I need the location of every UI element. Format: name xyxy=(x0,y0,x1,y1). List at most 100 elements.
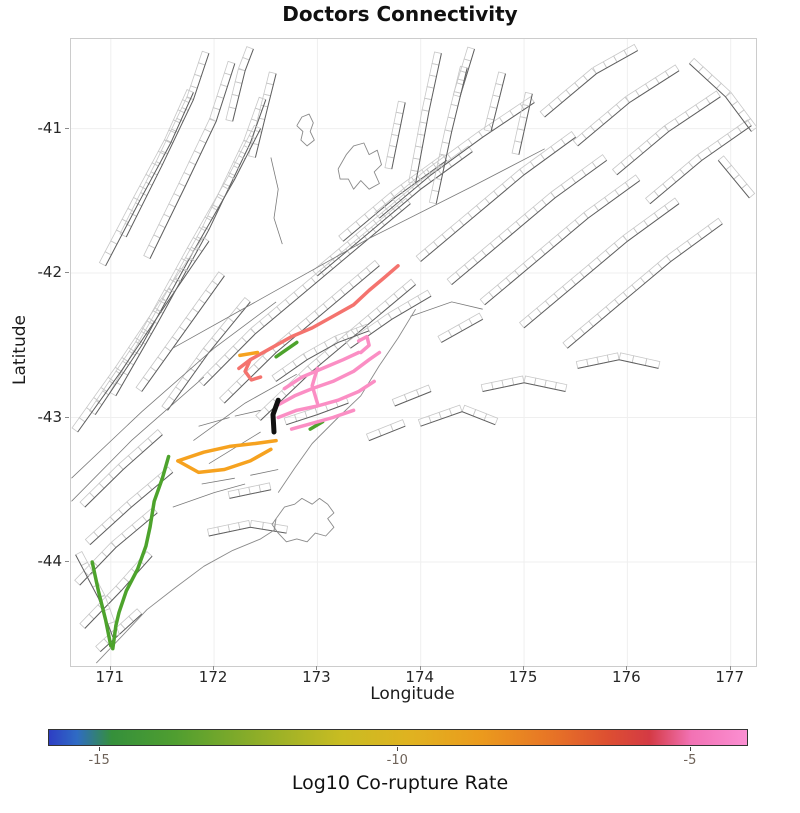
fault-trace-gray xyxy=(232,48,254,122)
fault-trace-gray xyxy=(342,159,447,242)
colorbar-tick-label: -5 xyxy=(683,753,697,768)
y-tick-label: -43 xyxy=(37,407,63,426)
x-tick-label: 176 xyxy=(612,668,641,686)
fault-trace-gray xyxy=(125,53,210,238)
colorbar-tick-mark xyxy=(397,747,399,751)
fault-trace-gray xyxy=(203,203,411,387)
fault-trace-gray xyxy=(649,125,752,205)
fault-trace-gray xyxy=(689,63,752,132)
map-plot-area xyxy=(70,38,757,667)
fault-trace-gray xyxy=(275,330,370,382)
fault-line-thin xyxy=(208,431,261,465)
fault-line-thin xyxy=(234,409,261,417)
fault-trace-gray xyxy=(286,402,349,426)
x-tick-mark xyxy=(109,666,111,670)
x-tick-mark xyxy=(419,666,421,670)
fault-trace-gray xyxy=(84,434,163,508)
colorbar-tick-label: -10 xyxy=(386,753,408,768)
fault-line-thin xyxy=(198,417,230,427)
colorbar-tick-label: -15 xyxy=(88,753,110,768)
x-tick-mark xyxy=(626,666,628,670)
source-fault-black xyxy=(270,397,281,435)
fault-trace-gray xyxy=(77,241,210,433)
fault-trace-gray xyxy=(420,136,576,262)
fault-trace-gray xyxy=(391,102,406,170)
fault-trace-gray xyxy=(616,96,721,176)
fault-line-thin xyxy=(193,373,297,441)
corupture-trace-pink-3 xyxy=(282,350,361,391)
fault-line-thin xyxy=(410,301,483,317)
fault-trace-gray xyxy=(544,50,638,118)
fault-trace-gray xyxy=(420,411,496,427)
fault-trace-gray xyxy=(317,151,473,277)
corupture-trace-orange-upper xyxy=(176,438,278,463)
fault-trace-gray xyxy=(435,67,468,204)
colorbar-label: Log10 Co-rupture Rate xyxy=(291,772,509,794)
corupture-trace-orange-stub xyxy=(238,350,260,358)
y-axis-label: Latitude xyxy=(10,315,30,385)
fault-trace-gray xyxy=(229,489,272,499)
corupture-trace-pink-curl xyxy=(356,334,371,355)
fault-trace-gray xyxy=(254,73,277,158)
x-tick-label: 175 xyxy=(508,668,538,686)
corupture-trace-salmon-main xyxy=(237,264,400,371)
x-tick-label: 174 xyxy=(405,668,435,686)
coastline xyxy=(95,518,277,664)
fault-trace-gray xyxy=(115,99,267,397)
x-tick-mark xyxy=(729,666,731,670)
y-tick-mark xyxy=(65,560,69,562)
fault-map-canvas xyxy=(71,39,756,666)
coastline xyxy=(271,497,335,543)
fault-trace-gray xyxy=(368,425,406,442)
fault-line-thin xyxy=(71,376,205,502)
fault-trace-gray xyxy=(577,359,659,369)
coastline xyxy=(337,142,382,190)
fault-line-thin xyxy=(250,469,279,476)
fault-trace-gray xyxy=(577,70,680,147)
fault-trace-gray xyxy=(394,391,432,407)
x-tick-mark xyxy=(213,666,215,670)
fault-trace-gray xyxy=(490,73,506,132)
fault-line-thin xyxy=(172,483,246,508)
x-tick-label: 177 xyxy=(715,668,744,686)
fault-trace-gray xyxy=(482,382,566,392)
fault-trace-gray xyxy=(567,223,723,349)
x-tick-mark xyxy=(316,666,318,670)
corupture-trace-green-short xyxy=(274,340,299,359)
y-tick-label: -42 xyxy=(37,263,63,282)
fault-trace-gray xyxy=(167,301,251,411)
x-tick-label: 173 xyxy=(302,668,331,686)
fault-trace-gray xyxy=(105,92,194,267)
corupture-trace-pink-4 xyxy=(289,408,356,431)
corupture-trace-pink-2 xyxy=(276,379,376,420)
fault-trace-gray xyxy=(100,613,143,652)
corupture-trace-green-tiny xyxy=(308,420,325,431)
y-tick-mark xyxy=(65,416,69,418)
corupture-trace-pink-connector xyxy=(310,366,320,405)
fault-trace-gray xyxy=(79,512,158,586)
fault-trace-gray xyxy=(518,93,533,155)
corupture-trace-pink-1 xyxy=(274,350,382,408)
fault-trace-gray xyxy=(484,180,641,306)
fault-trace-gray xyxy=(441,318,483,343)
fault-trace-gray xyxy=(523,203,680,329)
fault-line-thin xyxy=(201,477,235,485)
corupture-trace-green-coastal xyxy=(90,560,113,648)
fault-trace-gray xyxy=(141,275,225,392)
corupture-trace-green-long xyxy=(111,454,171,651)
fault-trace-gray xyxy=(379,102,535,219)
fault-trace-gray xyxy=(149,63,236,259)
y-tick-label: -41 xyxy=(37,118,63,137)
colorbar xyxy=(48,729,748,746)
corupture-trace-salmon-hook xyxy=(243,357,263,382)
y-tick-label: -44 xyxy=(37,551,63,570)
chart-title: Doctors Connectivity xyxy=(282,2,518,26)
fault-trace-gray xyxy=(451,159,607,285)
coastline xyxy=(296,113,315,147)
fault-line-thin xyxy=(172,148,545,349)
x-axis-label: Longitude xyxy=(370,684,455,704)
fault-trace-gray xyxy=(208,526,287,537)
y-tick-mark xyxy=(65,272,69,274)
colorbar-tick-mark xyxy=(99,747,101,751)
